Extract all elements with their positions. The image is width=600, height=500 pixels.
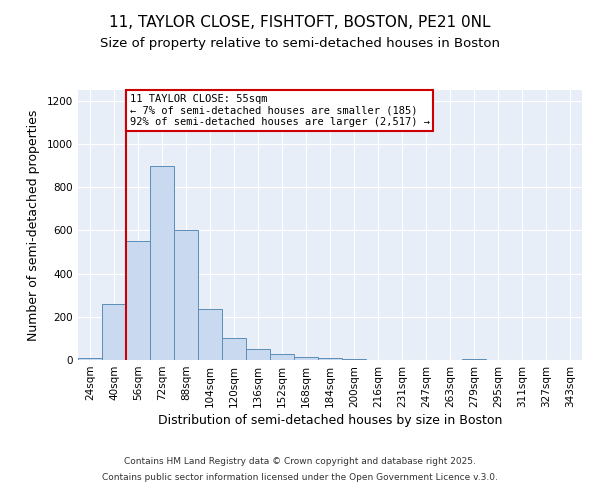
Bar xyxy=(126,241,150,360)
Bar xyxy=(102,304,126,360)
Text: 11, TAYLOR CLOSE, FISHTOFT, BOSTON, PE21 0NL: 11, TAYLOR CLOSE, FISHTOFT, BOSTON, PE21… xyxy=(109,15,491,30)
Bar xyxy=(174,230,198,360)
Text: 11 TAYLOR CLOSE: 55sqm
← 7% of semi-detached houses are smaller (185)
92% of sem: 11 TAYLOR CLOSE: 55sqm ← 7% of semi-deta… xyxy=(130,94,430,127)
Bar xyxy=(294,357,318,360)
Bar xyxy=(150,166,174,360)
Bar xyxy=(318,358,342,360)
Bar xyxy=(246,349,270,360)
Text: Contains HM Land Registry data © Crown copyright and database right 2025.: Contains HM Land Registry data © Crown c… xyxy=(124,458,476,466)
Y-axis label: Number of semi-detached properties: Number of semi-detached properties xyxy=(27,110,40,340)
Bar xyxy=(342,359,366,360)
Bar xyxy=(222,338,246,360)
Bar xyxy=(270,354,294,360)
Bar xyxy=(462,359,486,360)
Text: Size of property relative to semi-detached houses in Boston: Size of property relative to semi-detach… xyxy=(100,38,500,51)
X-axis label: Distribution of semi-detached houses by size in Boston: Distribution of semi-detached houses by … xyxy=(158,414,502,427)
Bar xyxy=(198,309,222,360)
Bar xyxy=(78,358,102,360)
Text: Contains public sector information licensed under the Open Government Licence v.: Contains public sector information licen… xyxy=(102,472,498,482)
